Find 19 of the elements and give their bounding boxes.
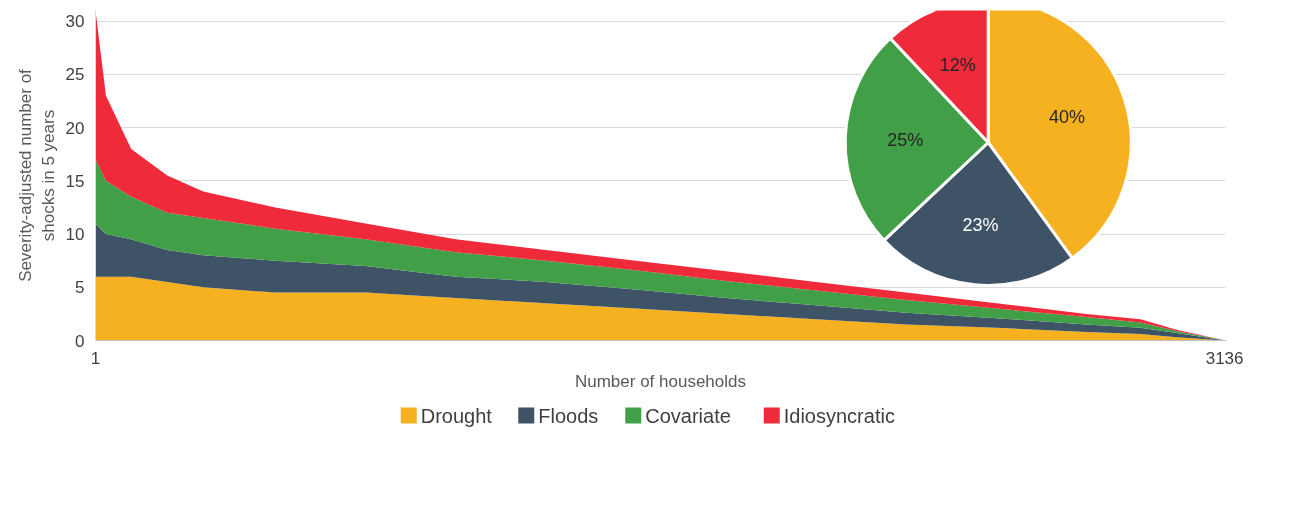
y-tick-label: 15 — [65, 171, 85, 191]
y-tick-label: 30 — [65, 12, 85, 32]
y-tick-label: 20 — [65, 118, 85, 138]
y-tick-label: 0 — [75, 331, 85, 351]
y-tick-label: 5 — [75, 278, 85, 298]
y-tick-label: 10 — [65, 225, 85, 245]
data-label: 23% — [962, 215, 999, 236]
x-tick-label: 1 — [90, 348, 101, 368]
data-label: 25% — [887, 129, 924, 150]
data-label: 40% — [1049, 106, 1086, 127]
legend-label: Idiosyncratic — [783, 404, 895, 427]
data-label: 12% — [939, 55, 976, 76]
x-tick-label: 3136 — [1205, 348, 1244, 368]
legend-label: Covariate — [645, 404, 731, 427]
y-axis-title: Severity-adjusted number of shocks in 5 years — [15, 68, 58, 282]
legend-label: Floods — [538, 404, 599, 427]
y-tick-label: 25 — [65, 65, 85, 85]
x-axis-title: Number of households — [574, 371, 747, 391]
legend-label: Drought — [420, 404, 493, 427]
